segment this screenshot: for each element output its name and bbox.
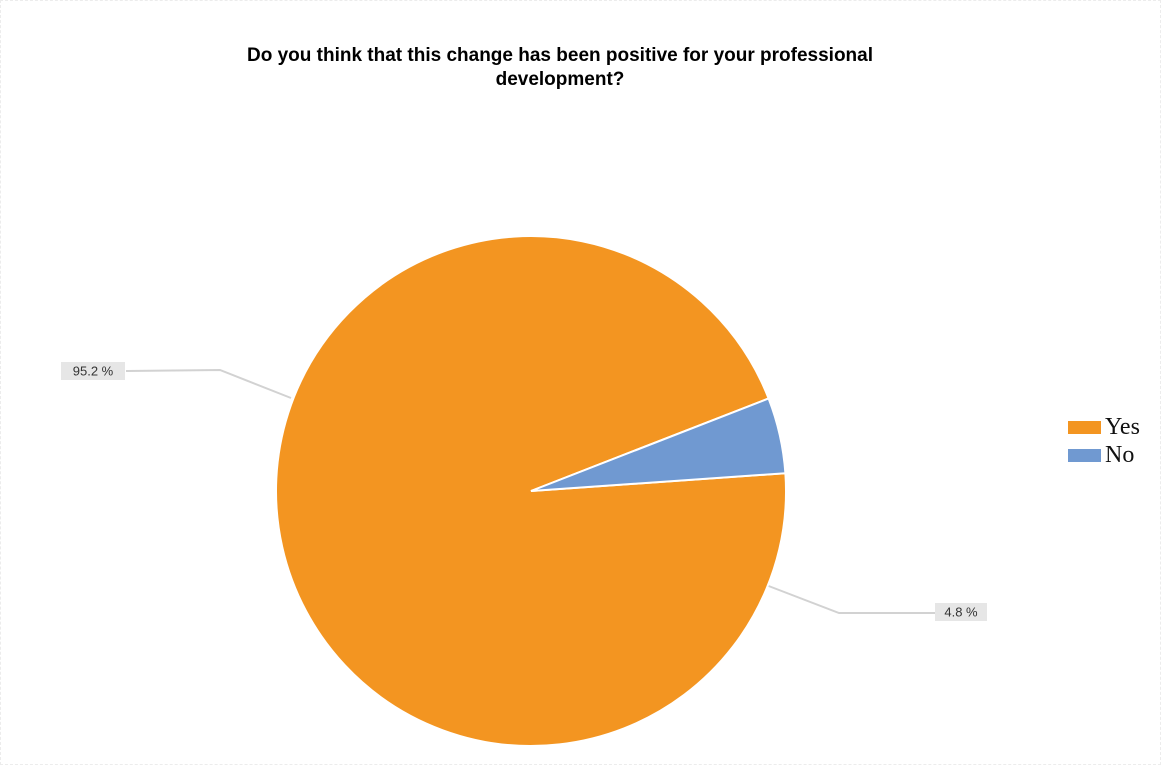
data-label-box-yes xyxy=(61,362,125,380)
leader-line-no xyxy=(765,584,935,614)
pie-slice-no[interactable] xyxy=(530,397,787,492)
legend-swatch-no xyxy=(1068,448,1101,462)
data-label-yes: 95.2 % xyxy=(73,364,114,379)
leader-line-yes xyxy=(125,368,292,399)
legend: Yes No xyxy=(1068,413,1140,469)
chart-title: Do you think that this change has been p… xyxy=(120,44,1000,92)
legend-item-yes[interactable]: Yes xyxy=(1068,413,1140,441)
chart-title-line-1: Do you think that this change has been p… xyxy=(246,45,874,66)
data-label-box-no xyxy=(935,603,987,621)
chart-title-line-2: development? xyxy=(495,69,625,90)
legend-label-yes: Yes xyxy=(1105,413,1140,440)
legend-label-no: No xyxy=(1105,441,1135,468)
legend-swatch-yes xyxy=(1068,420,1101,434)
data-label-no: 4.8 % xyxy=(944,605,978,620)
legend-item-no[interactable]: No xyxy=(1068,441,1140,469)
